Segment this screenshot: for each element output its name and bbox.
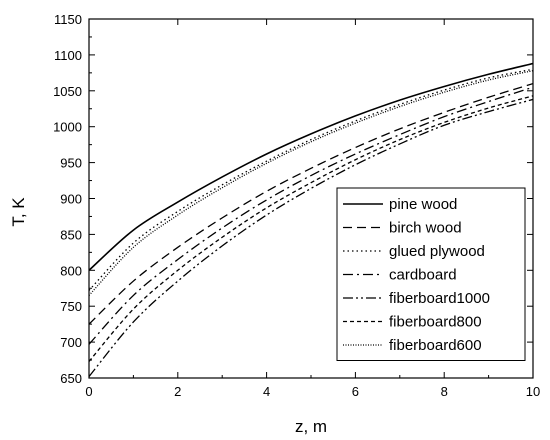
- x-tick-label: 10: [526, 384, 540, 399]
- legend-label: glued plywood: [389, 243, 485, 260]
- y-tick-label: 950: [60, 156, 82, 171]
- y-tick-label: 1100: [54, 48, 82, 63]
- y-axis-label: T, K: [9, 197, 28, 227]
- y-tick-label: 850: [60, 227, 82, 242]
- y-tick-label: 750: [60, 299, 82, 314]
- x-axis-label: z, m: [295, 417, 327, 436]
- legend-label: fiberboard800: [389, 314, 482, 331]
- series-layer: [89, 62, 533, 377]
- legend-label: birch wood: [389, 220, 462, 237]
- legend-label: fiberboard600: [389, 337, 482, 354]
- y-tick-label: 1150: [54, 12, 82, 27]
- series-line-fiberboard800: [89, 95, 533, 362]
- legend-label: fiberboard1000: [389, 290, 490, 307]
- legend-label: pine wood: [389, 196, 457, 213]
- x-tick-label: 0: [85, 384, 92, 399]
- y-tick-label: 1050: [53, 84, 82, 99]
- x-tick-label: 2: [174, 384, 181, 399]
- series-line-glued-plywood: [89, 68, 533, 291]
- y-tick-label: 900: [60, 192, 82, 207]
- x-tick-label: 6: [352, 384, 359, 399]
- axis-ticks: 0 2 4 6 8 10 650 700 750 800 850 900 950 1000 1050 1100…: [53, 12, 540, 399]
- y-tick-label: 700: [60, 335, 82, 350]
- legend: pine wood birch wood glued plywood cardboar…: [336, 187, 526, 361]
- x-tick-label: 4: [263, 384, 270, 399]
- y-tick-label: 650: [60, 371, 82, 386]
- series-line-cardboard: [89, 86, 533, 345]
- y-tick-label: 800: [60, 263, 82, 278]
- series-line-birch-wood: [89, 82, 533, 325]
- series-line-fiberboard600: [89, 70, 533, 296]
- x-tick-label: 8: [441, 384, 448, 399]
- legend-label: cardboard: [389, 267, 457, 284]
- series-line-pine-wood: [89, 62, 533, 271]
- y-tick-label: 1000: [53, 120, 82, 135]
